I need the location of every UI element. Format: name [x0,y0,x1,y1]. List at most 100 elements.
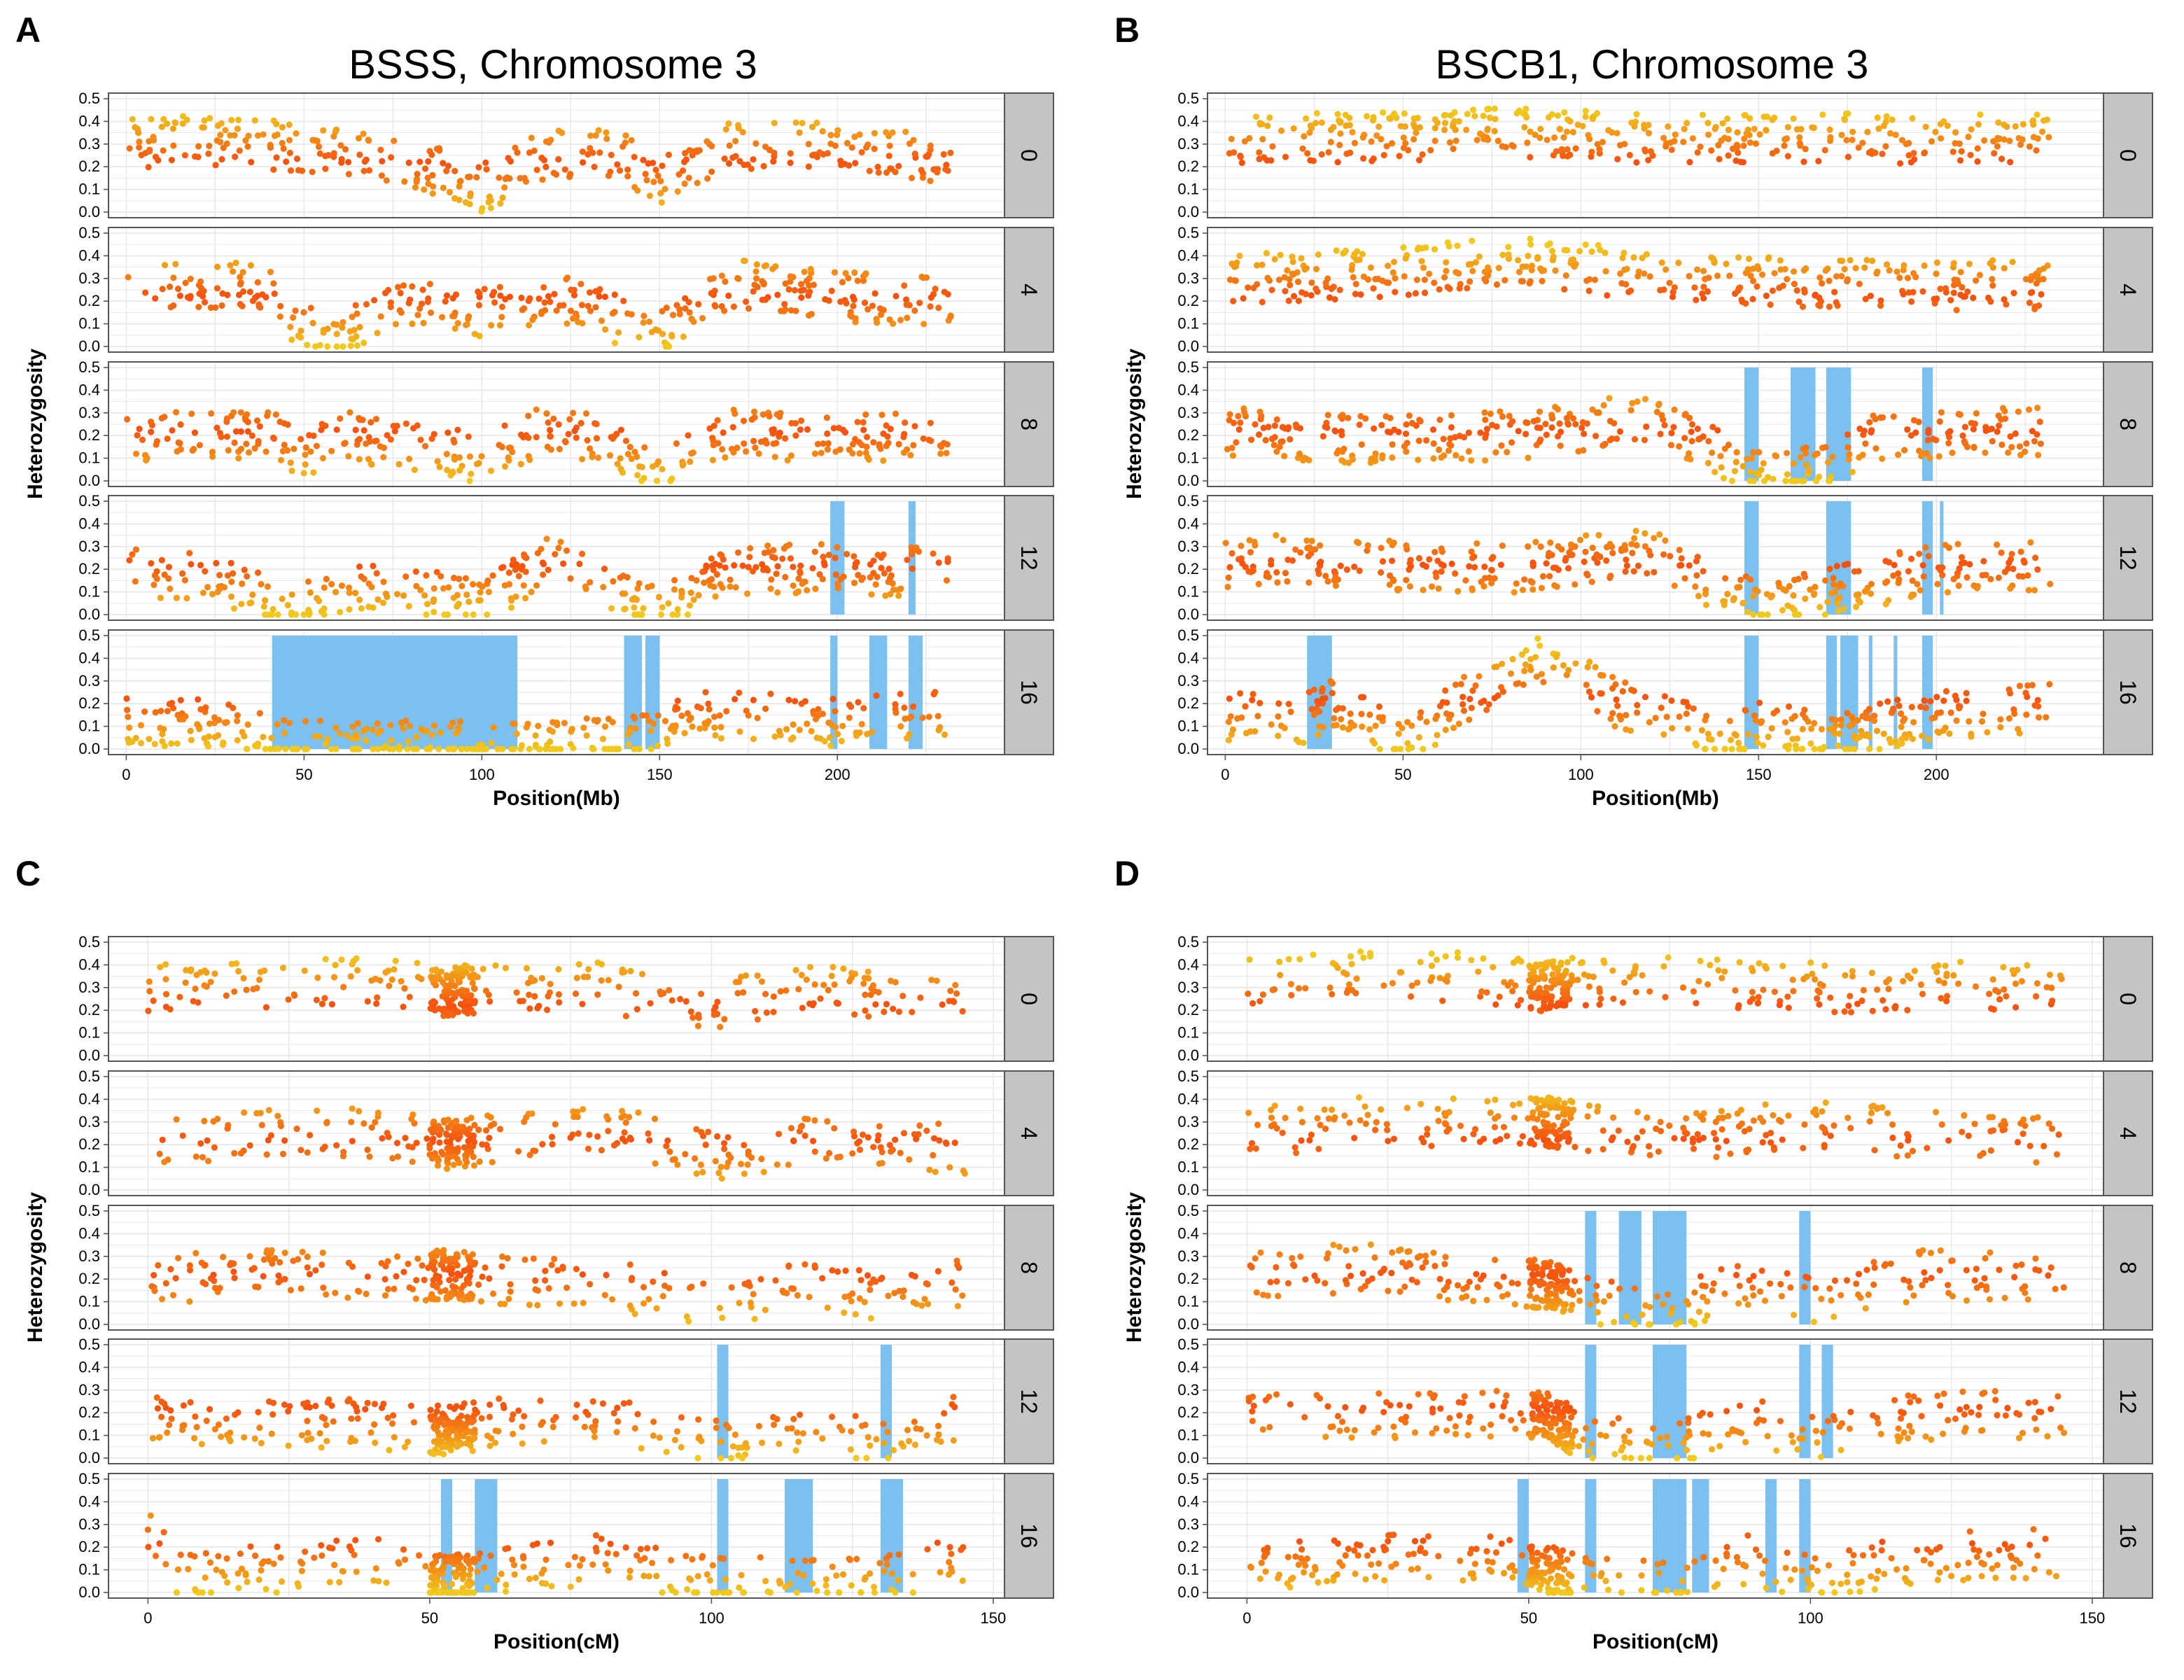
data-point [1896,549,1903,556]
data-point [1735,739,1742,746]
data-point [1785,703,1793,710]
data-point [860,419,867,426]
data-point [304,578,312,585]
data-point [1400,244,1407,251]
data-point [837,158,844,164]
data-point [1284,556,1292,564]
y-tick-label: 0.4 [1177,514,1199,532]
data-point [1353,538,1361,545]
data-point [694,179,701,186]
data-point [1861,588,1868,595]
data-point [1973,584,1981,592]
data-point [1884,698,1891,705]
data-point [1396,153,1403,160]
data-point [211,1144,218,1151]
data-point [1343,150,1350,158]
y-tick-label: 0.0 [78,740,100,757]
data-point [434,1162,442,1169]
data-point [1241,138,1248,145]
data-point [1427,147,1434,154]
data-point [1940,118,1947,125]
highlight-region [1868,636,1872,749]
data-point [792,119,799,126]
data-point [373,570,380,577]
data-point [1930,435,1937,442]
data-point [1616,712,1623,720]
data-point [1423,718,1430,725]
data-point [188,966,195,973]
data-point [1784,153,1791,160]
data-point [850,302,857,309]
data-point [153,575,160,582]
data-point [423,572,430,579]
data-point [846,714,853,722]
data-point [286,149,293,157]
data-point [799,1004,806,1011]
data-point [634,472,641,479]
data-point [640,319,647,326]
data-point [605,746,612,752]
data-point [699,314,706,322]
y-tick-label: 0.0 [1177,203,1199,220]
data-point [1432,741,1438,748]
data-point [267,1132,274,1139]
data-point [508,746,515,752]
data-point [614,161,621,168]
data-point [455,727,462,734]
data-point [306,610,313,617]
data-point [676,306,683,313]
data-point [712,593,719,600]
data-point [356,596,363,603]
data-point [1336,141,1343,148]
data-point [2001,296,2008,303]
data-point [545,419,552,426]
data-point [1364,547,1371,554]
y-tick-label: 0.5 [1177,224,1199,241]
data-point [513,989,520,996]
data-point [287,323,294,330]
data-point [450,594,457,601]
data-point [895,592,902,599]
data-point [1927,698,1934,705]
data-point [1372,276,1379,283]
data-point [158,708,164,715]
data-point [1576,536,1584,543]
data-point [451,1276,459,1283]
data-point [697,704,704,712]
data-point [682,304,689,312]
data-point [762,705,769,713]
data-point [846,978,853,985]
data-point [815,712,822,719]
data-point [260,603,267,610]
data-point [591,163,598,171]
data-point [123,416,131,423]
data-point [1950,260,1957,267]
data-point [2008,550,2015,558]
data-point [916,300,923,307]
data-point [1540,267,1548,274]
data-point [392,321,400,328]
data-point [582,585,589,592]
data-point [605,1128,612,1135]
data-point [240,974,247,982]
data-point [433,146,441,153]
data-point [1401,273,1408,280]
data-point [1665,123,1672,130]
data-point [1296,450,1303,457]
data-point [1511,589,1518,596]
data-point [1800,158,1807,165]
data-point [377,146,384,153]
data-point [710,1011,718,1018]
data-point [727,576,734,583]
data-point [1466,563,1473,570]
data-point [142,456,150,464]
data-point [210,1118,217,1125]
data-point [1974,158,1981,165]
data-point [1861,264,1868,271]
data-point [1563,414,1571,421]
data-point [1975,121,1982,128]
data-point [758,978,766,985]
y-tick-label: 0.3 [1177,538,1199,555]
data-point [1721,746,1728,752]
data-point [473,174,480,181]
